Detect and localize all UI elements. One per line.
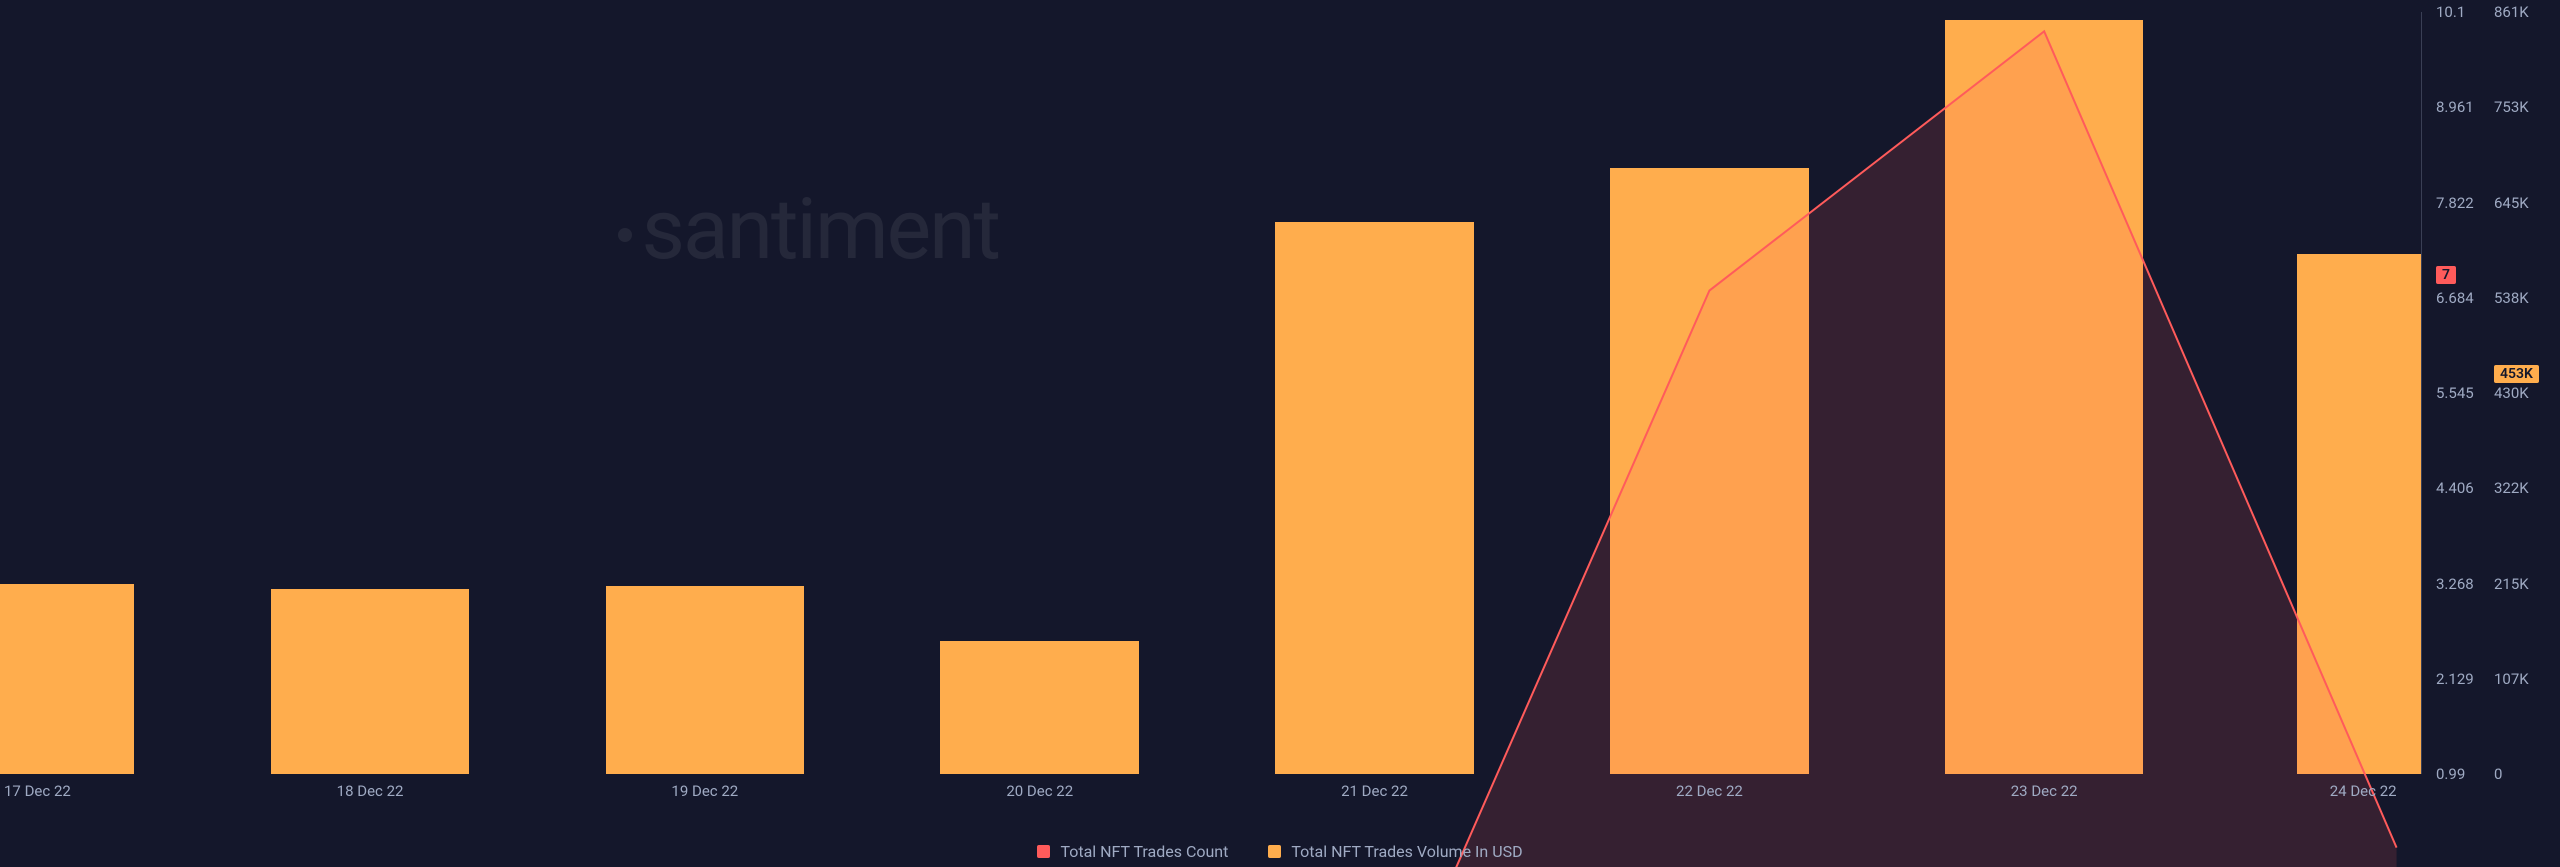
value-marker: 7 bbox=[2436, 266, 2456, 284]
legend-label: Total NFT Trades Count bbox=[1060, 842, 1228, 861]
watermark: santiment bbox=[618, 180, 999, 279]
plot-area[interactable]: santiment 17 Dec 2218 Dec 2219 Dec 2220 … bbox=[0, 12, 2422, 774]
y2-tick-label: 430K bbox=[2494, 384, 2529, 402]
nft-trades-chart: santiment 17 Dec 22 18 Dec 22 19 Dec 22 20 … bbox=[0, 0, 2560, 867]
x-tick-label: 21 Dec 22 bbox=[1341, 782, 1408, 800]
bar[interactable] bbox=[1945, 20, 2144, 774]
bar[interactable] bbox=[1610, 168, 1809, 774]
y-axis-separator bbox=[2421, 12, 2422, 774]
y1-tick-label: 0.99 bbox=[2436, 765, 2465, 783]
x-tick-label: 18 Dec 22 bbox=[337, 782, 404, 800]
y2-tick-label: 645K bbox=[2494, 194, 2529, 212]
x-tick-label: 24 Dec 22 bbox=[2330, 782, 2397, 800]
y2-tick-label: 322K bbox=[2494, 479, 2529, 497]
bar[interactable] bbox=[1275, 222, 1474, 774]
y2-tick-label: 538K bbox=[2494, 289, 2529, 307]
y2-tick-label: 215K bbox=[2494, 575, 2529, 593]
square-icon bbox=[1037, 845, 1050, 858]
y1-tick-label: 7.822 bbox=[2436, 194, 2474, 212]
y1-tick-label: 8.961 bbox=[2436, 98, 2474, 116]
y2-tick-label: 107K bbox=[2494, 670, 2529, 688]
x-tick-label: 23 Dec 22 bbox=[2011, 782, 2078, 800]
bar[interactable] bbox=[0, 584, 134, 775]
y2-tick-label: 753K bbox=[2494, 98, 2529, 116]
x-tick-label: 22 Dec 22 bbox=[1676, 782, 1743, 800]
value-marker: 453K bbox=[2494, 365, 2539, 383]
legend-item-count[interactable]: Total NFT Trades Count bbox=[1037, 842, 1228, 861]
bar[interactable] bbox=[606, 586, 805, 774]
y1-tick-label: 6.684 bbox=[2436, 289, 2474, 307]
legend-label: Total NFT Trades Volume In USD bbox=[1291, 842, 1522, 861]
y1-tick-label: 4.406 bbox=[2436, 479, 2474, 497]
watermark-text: santiment bbox=[642, 180, 999, 279]
x-tick-label: 19 Dec 22 bbox=[671, 782, 738, 800]
bar[interactable] bbox=[271, 589, 470, 774]
y1-tick-label: 10.1 bbox=[2436, 3, 2465, 21]
square-icon bbox=[1268, 845, 1281, 858]
legend: Total NFT Trades Count Total NFT Trades … bbox=[0, 842, 2560, 861]
bar[interactable] bbox=[940, 641, 1139, 774]
x-tick-label: 17 Dec 22 bbox=[4, 782, 71, 800]
y1-tick-label: 3.268 bbox=[2436, 575, 2474, 593]
y1-tick-label: 5.545 bbox=[2436, 384, 2474, 402]
y2-tick-label: 861K bbox=[2494, 3, 2529, 21]
y2-tick-label: 0 bbox=[2494, 765, 2502, 783]
legend-item-volume[interactable]: Total NFT Trades Volume In USD bbox=[1268, 842, 1522, 861]
bar[interactable] bbox=[2297, 254, 2422, 774]
x-tick-label: 20 Dec 22 bbox=[1006, 782, 1073, 800]
y1-tick-label: 2.129 bbox=[2436, 670, 2474, 688]
